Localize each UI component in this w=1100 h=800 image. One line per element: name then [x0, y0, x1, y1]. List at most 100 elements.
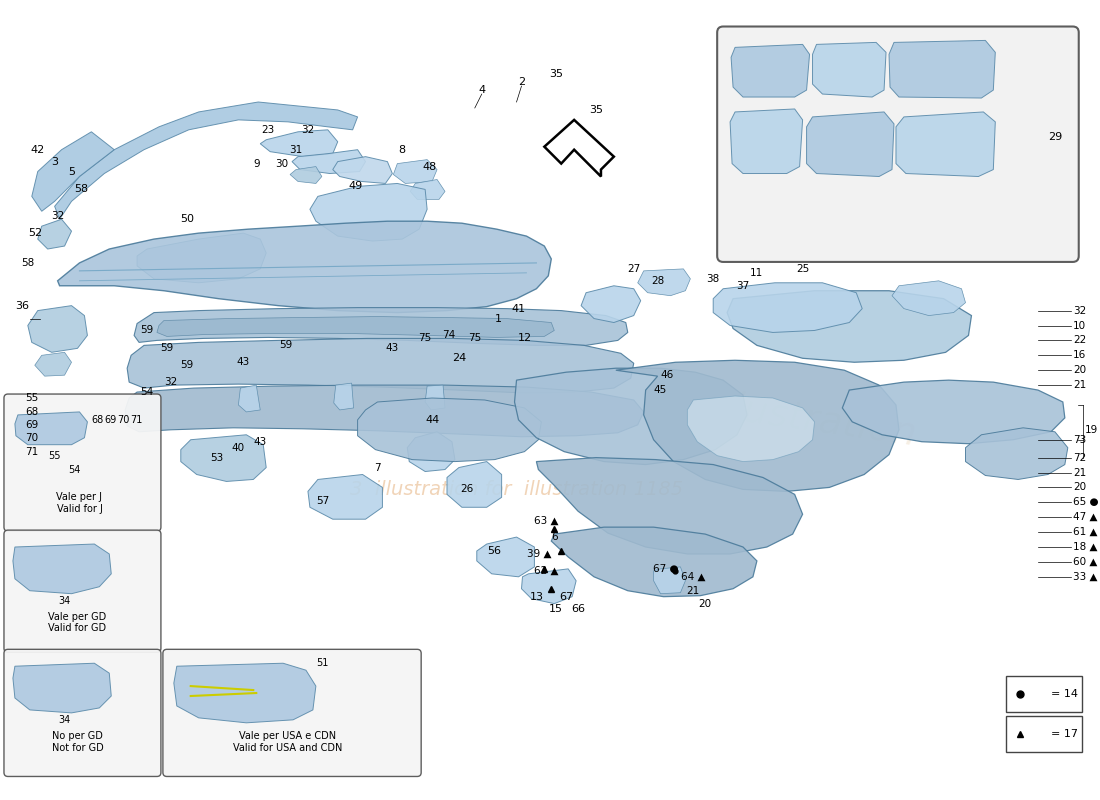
Text: 43: 43	[254, 437, 267, 446]
Text: 32: 32	[51, 211, 64, 222]
Text: 21: 21	[686, 586, 700, 596]
Polygon shape	[35, 352, 72, 376]
Text: No per GD: No per GD	[52, 730, 103, 741]
Text: 71: 71	[25, 446, 39, 457]
Text: 6: 6	[551, 532, 558, 542]
Text: 66: 66	[571, 603, 585, 614]
Text: 61 ▲: 61 ▲	[1072, 527, 1098, 537]
Text: 49: 49	[349, 182, 363, 191]
Text: 20: 20	[698, 598, 712, 609]
Text: 25: 25	[796, 264, 810, 274]
Text: 19: 19	[1085, 425, 1098, 434]
Text: Vale per USA e CDN: Vale per USA e CDN	[240, 730, 337, 741]
Polygon shape	[843, 380, 1065, 444]
Text: 70: 70	[117, 415, 130, 425]
Text: 40: 40	[232, 442, 245, 453]
Text: 13: 13	[529, 592, 543, 602]
Polygon shape	[174, 663, 316, 723]
Text: Vale per J: Vale per J	[56, 492, 102, 502]
Text: 71: 71	[130, 415, 142, 425]
Polygon shape	[813, 42, 886, 97]
Polygon shape	[180, 434, 266, 482]
Text: = 17: = 17	[1050, 729, 1078, 738]
Polygon shape	[13, 663, 111, 713]
Polygon shape	[892, 281, 966, 315]
Polygon shape	[732, 44, 810, 97]
Text: Vale per GD: Vale per GD	[48, 611, 107, 622]
Text: 16: 16	[1072, 350, 1086, 360]
Polygon shape	[407, 432, 455, 471]
Text: 69: 69	[25, 420, 39, 430]
Text: 26: 26	[460, 484, 473, 494]
Text: 32: 32	[1072, 306, 1086, 316]
Polygon shape	[638, 269, 691, 296]
Text: 20: 20	[1072, 482, 1086, 493]
Polygon shape	[896, 112, 996, 177]
Text: 60 ▲: 60 ▲	[1072, 557, 1097, 567]
Text: 43: 43	[236, 358, 250, 367]
Text: 7: 7	[374, 462, 381, 473]
Text: 55: 55	[48, 450, 60, 461]
Polygon shape	[125, 385, 644, 437]
Text: 75: 75	[418, 334, 432, 343]
Text: 75: 75	[469, 334, 482, 343]
Text: 42: 42	[31, 145, 45, 154]
Polygon shape	[310, 183, 427, 241]
Text: 69: 69	[104, 415, 117, 425]
Text: 31: 31	[289, 145, 302, 154]
Text: 27: 27	[627, 264, 640, 274]
Polygon shape	[292, 150, 365, 174]
Polygon shape	[57, 222, 551, 313]
Polygon shape	[32, 132, 114, 211]
Text: 33 ▲: 33 ▲	[1072, 572, 1098, 582]
Text: 58: 58	[75, 185, 88, 194]
Text: 51: 51	[317, 658, 329, 668]
Polygon shape	[653, 567, 685, 594]
Text: = 14: = 14	[1050, 689, 1078, 699]
Text: 68: 68	[91, 415, 103, 425]
Polygon shape	[261, 130, 338, 157]
Text: 70: 70	[25, 433, 39, 442]
Polygon shape	[806, 112, 894, 177]
Polygon shape	[410, 179, 446, 199]
Text: 35: 35	[588, 105, 603, 115]
Text: 73: 73	[1072, 434, 1086, 445]
Text: 59: 59	[141, 326, 154, 335]
FancyBboxPatch shape	[4, 650, 161, 777]
Text: 24: 24	[452, 354, 466, 363]
Polygon shape	[394, 160, 437, 183]
Polygon shape	[128, 338, 634, 393]
Text: 62 ▲: 62 ▲	[535, 566, 559, 576]
Polygon shape	[157, 317, 554, 338]
Text: Valid for USA and CDN: Valid for USA and CDN	[233, 742, 343, 753]
Polygon shape	[290, 166, 322, 183]
Text: 57: 57	[316, 496, 330, 506]
Polygon shape	[616, 360, 899, 491]
Text: 32: 32	[164, 377, 177, 387]
Text: 48: 48	[422, 162, 437, 171]
Polygon shape	[308, 474, 383, 519]
Text: 38: 38	[706, 274, 719, 284]
Text: 64 ▲: 64 ▲	[681, 572, 705, 582]
Text: 30: 30	[275, 158, 288, 169]
Text: Not for GD: Not for GD	[52, 742, 103, 753]
Text: 59: 59	[279, 340, 293, 350]
Text: 8: 8	[398, 145, 406, 154]
Text: 10: 10	[1072, 321, 1086, 330]
Text: 3: 3	[51, 157, 58, 166]
Text: 21: 21	[1072, 380, 1086, 390]
FancyBboxPatch shape	[717, 26, 1079, 262]
Text: 11: 11	[750, 268, 763, 278]
Text: 63 ▲: 63 ▲	[535, 516, 559, 526]
Text: 53: 53	[210, 453, 223, 462]
Text: 28: 28	[651, 276, 664, 286]
Polygon shape	[688, 396, 814, 462]
Text: 67 ●: 67 ●	[652, 564, 679, 574]
Text: 1: 1	[495, 314, 502, 323]
Polygon shape	[134, 308, 628, 346]
Text: 59: 59	[180, 360, 194, 370]
Text: 47 ▲: 47 ▲	[1072, 512, 1098, 522]
Text: 67: 67	[559, 592, 573, 602]
Text: 37: 37	[736, 281, 749, 290]
Polygon shape	[730, 109, 803, 174]
